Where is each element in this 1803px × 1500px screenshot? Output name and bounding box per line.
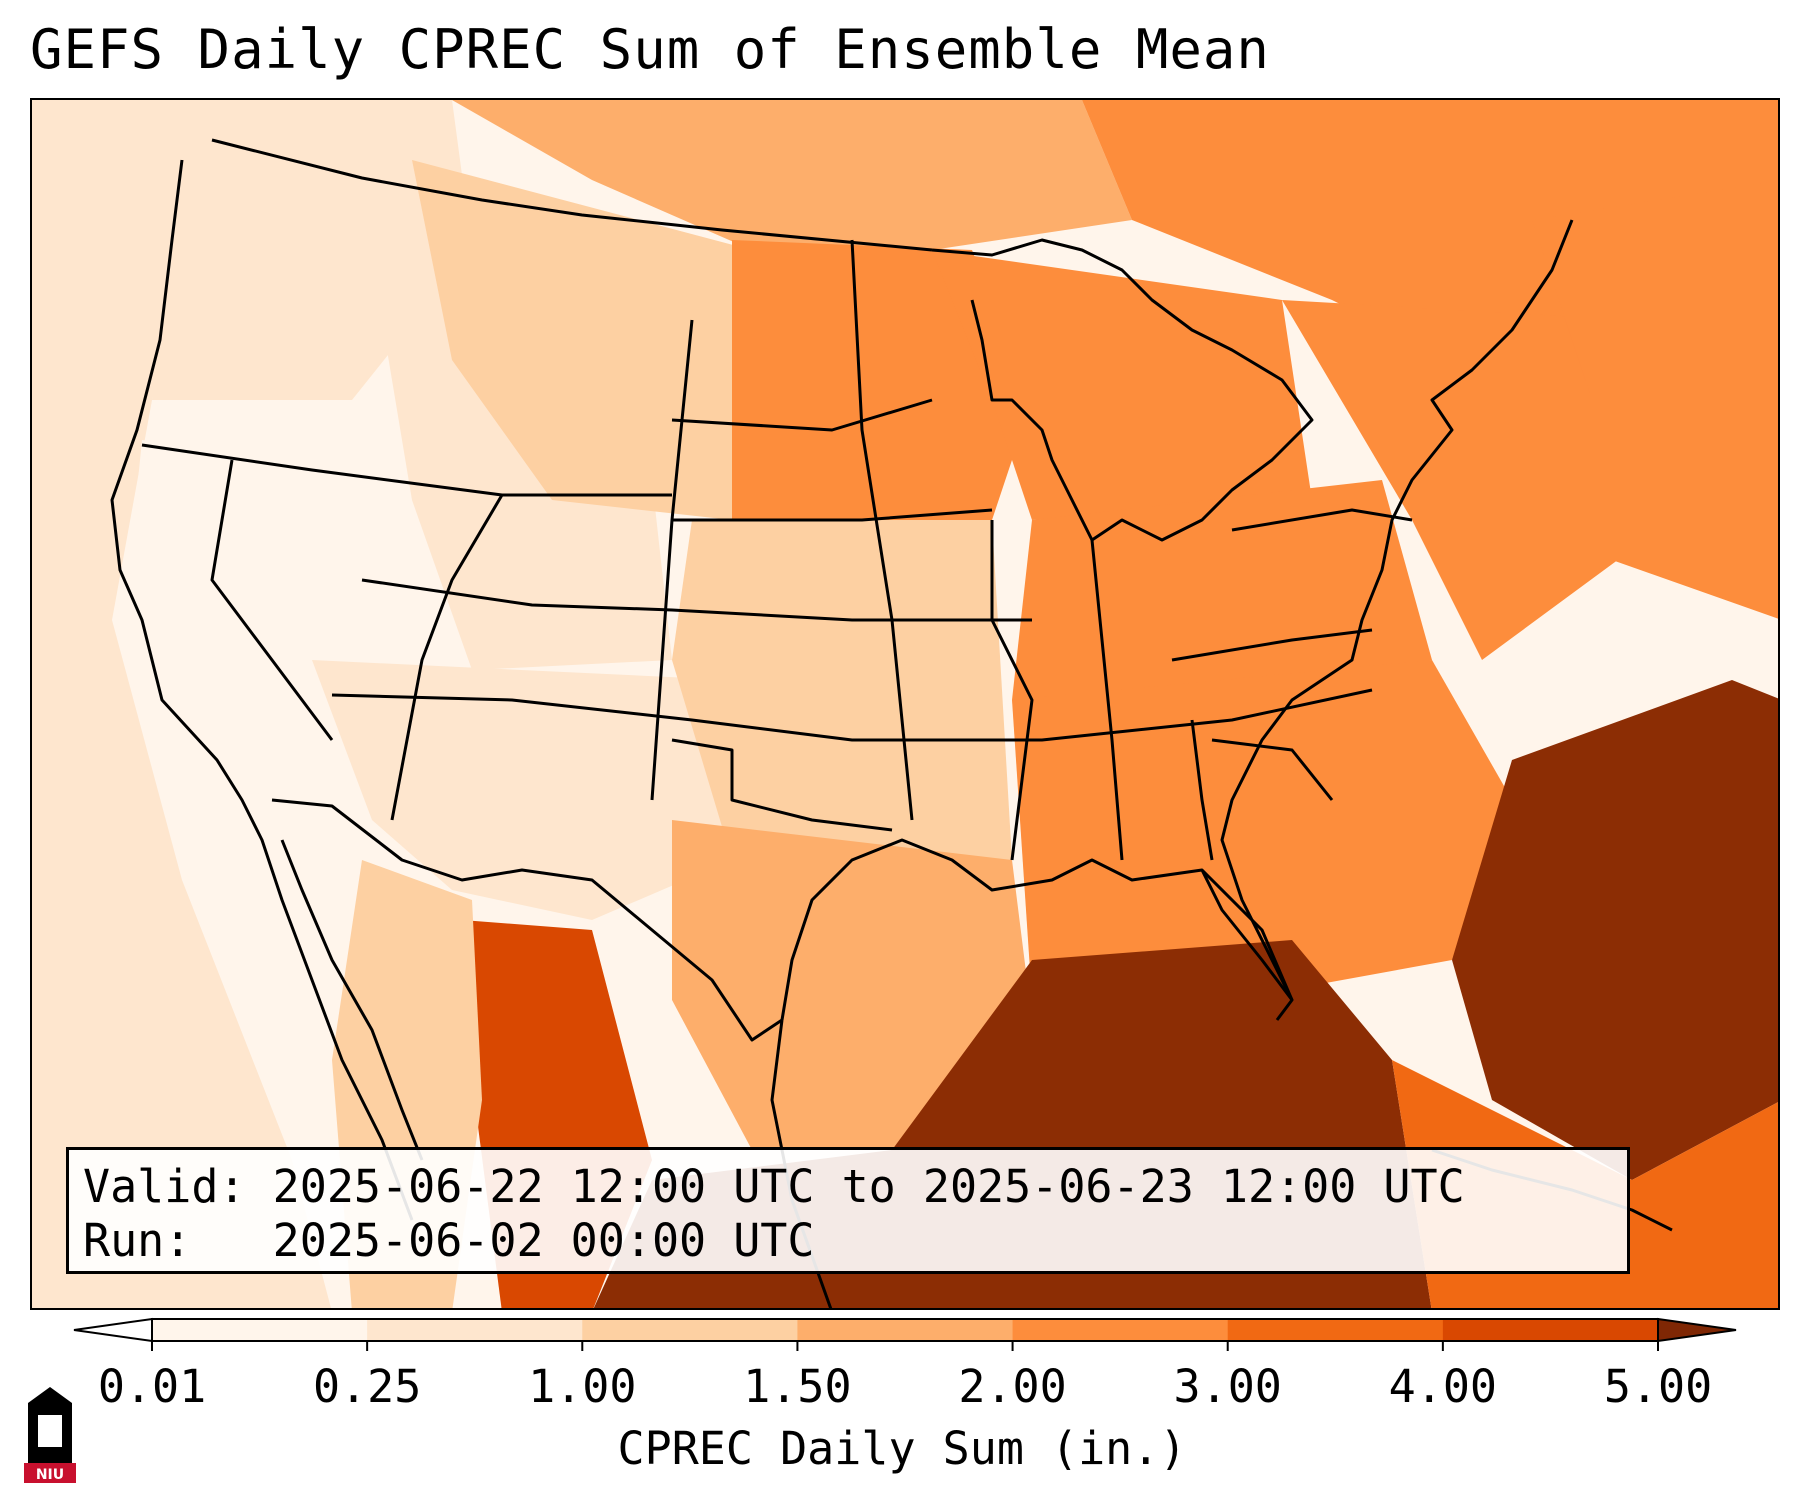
colorbar-tick-label: 0.01: [97, 1360, 207, 1413]
colorbar-label: CPREC Daily Sum (in.): [617, 1422, 1187, 1475]
line-tx-ok: [671, 738, 893, 832]
line-37n: [331, 688, 1373, 742]
state-boundaries: [110, 138, 1673, 1308]
colorbar-tick-label: 5.00: [1603, 1360, 1713, 1413]
line-al-ga: [1190, 719, 1214, 861]
logo-tower-top: [28, 1387, 72, 1403]
colorbar-tick-label: 0.25: [312, 1360, 422, 1413]
map-title: GEFS Daily CPREC Sum of Ensemble Mean: [30, 18, 1270, 81]
run-time-text: Run: 2025-06-02 00:00 UTC: [83, 1214, 815, 1267]
valid-time-text: Valid: 2025-06-22 12:00 UTC to 2025-06-2…: [83, 1160, 1465, 1213]
region-upper-midwest: [932, 250, 1312, 520]
precipitation-shading: [32, 100, 1778, 1308]
west-coast-line: [110, 159, 414, 1221]
colorbar-segment: [1227, 1319, 1444, 1341]
line-plains-2: [850, 239, 914, 821]
region-canada-prairies: [452, 100, 1132, 250]
colorbar-tick-label: 2.00: [958, 1360, 1067, 1413]
line-ut-co: [390, 494, 504, 821]
baja-peninsula: [280, 839, 424, 1161]
logo-bottom-band: [24, 1463, 76, 1483]
great-lakes-outline: [931, 238, 1314, 542]
line-nv-ca: [210, 459, 334, 741]
colorbar-segment: [1012, 1319, 1229, 1341]
region-ohio-valley: [1012, 480, 1432, 720]
line-sc-ga: [1211, 738, 1334, 801]
region-pacific-ocean-west: [32, 100, 331, 1308]
line-va-nc: [1171, 628, 1373, 662]
region-southeast: [1012, 660, 1512, 1000]
line-pa-ny: [1231, 508, 1413, 532]
colorbar-segment: [582, 1319, 798, 1341]
region-western-atlantic: [1452, 680, 1778, 1180]
colorbar-segment: [152, 1319, 368, 1341]
canada-us-border: [211, 138, 933, 252]
border-us-mexico: [271, 798, 783, 1042]
logo-text: NIU: [36, 1467, 64, 1483]
colorbar-tick-label: 1.50: [743, 1360, 852, 1413]
colorbar: [73, 1317, 1737, 1351]
validity-info-box: Valid: 2025-06-22 12:00 UTC to 2025-06-2…: [66, 1147, 1630, 1274]
niu-logo: NIU: [24, 1387, 76, 1483]
colorbar-tick-label: 1.00: [528, 1360, 637, 1413]
line-42n: [141, 443, 672, 497]
line-4-corners: [361, 578, 1032, 622]
region-atlantic-canada: [1532, 180, 1778, 619]
colorbar-under-extension: [73, 1317, 153, 1343]
line-ne-sd: [671, 398, 933, 432]
colorbar-over-extension: [1657, 1317, 1737, 1343]
region-southwest: [312, 660, 732, 920]
colorbar-segment: [1442, 1319, 1659, 1341]
map-panel: [30, 98, 1780, 1310]
east-coast-line: [1220, 219, 1574, 1001]
line-oh-in: [1090, 539, 1124, 861]
colorbar-segment: [367, 1319, 583, 1341]
region-texas-south: [672, 820, 1032, 1150]
colorbar-segment: [797, 1319, 1014, 1341]
region-northeast: [1282, 300, 1672, 660]
precipitation-map: [32, 100, 1778, 1308]
colorbar-tick-label: 4.00: [1388, 1360, 1498, 1413]
colorbar-ticks: [151, 1341, 1659, 1351]
colorbar-segments: [152, 1319, 1659, 1341]
florida-peninsula: [1200, 869, 1294, 1021]
line-ks-ne: [672, 508, 993, 522]
colorbar-tick-label: 3.00: [1173, 1360, 1282, 1413]
region-northern-rockies: [412, 160, 752, 520]
logo-window: [38, 1415, 62, 1447]
line-ms-river: [990, 520, 1034, 861]
colorbar-frame: [151, 1318, 1659, 1342]
